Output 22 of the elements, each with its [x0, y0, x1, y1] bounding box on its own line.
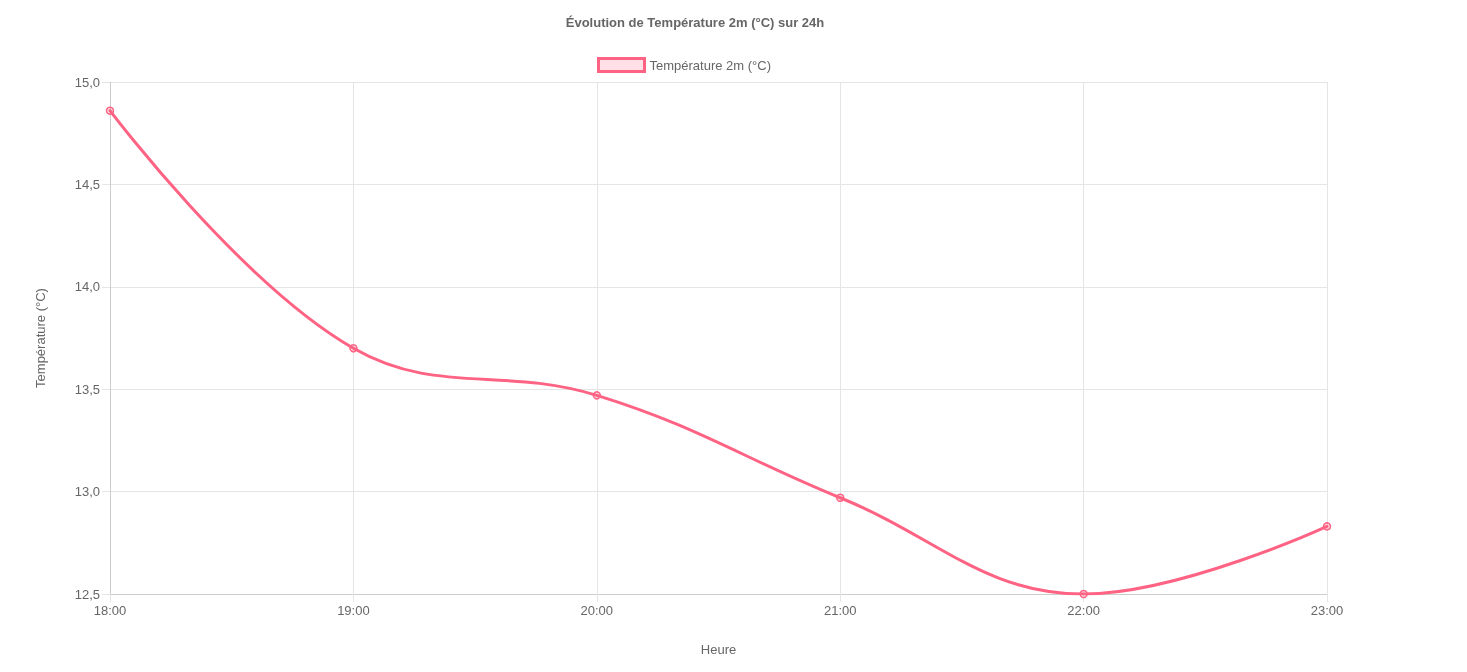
y-tick-label: 12,5 [74, 586, 100, 602]
y-axis-title: Température (°C) [33, 288, 48, 388]
chart-title: Évolution de Température 2m (°C) sur 24h [565, 15, 825, 30]
y-tick-label: 14,0 [74, 279, 100, 295]
x-tick-label: 21:00 [823, 603, 857, 618]
x-tick-label: 20:00 [580, 603, 614, 618]
legend-label: Température 2m (°C) [649, 57, 772, 73]
point [349, 343, 358, 353]
x-tick-label: 19:00 [337, 603, 370, 618]
y-tick-label: 13,0 [74, 484, 100, 500]
x-tick-label: 18:00 [93, 603, 127, 618]
y-tick-label: 13,5 [74, 381, 100, 397]
point [1322, 522, 1332, 531]
x-axis-title: Heure [700, 642, 737, 657]
y-tick-label: 15,0 [74, 74, 100, 90]
x-tick-label: 23:00 [1310, 603, 1344, 618]
y-tick-label: 14,5 [74, 176, 100, 192]
point [592, 391, 602, 400]
point [105, 106, 115, 115]
point [1079, 589, 1088, 599]
x-tick-label: 22:00 [1067, 603, 1100, 618]
point [835, 493, 845, 502]
